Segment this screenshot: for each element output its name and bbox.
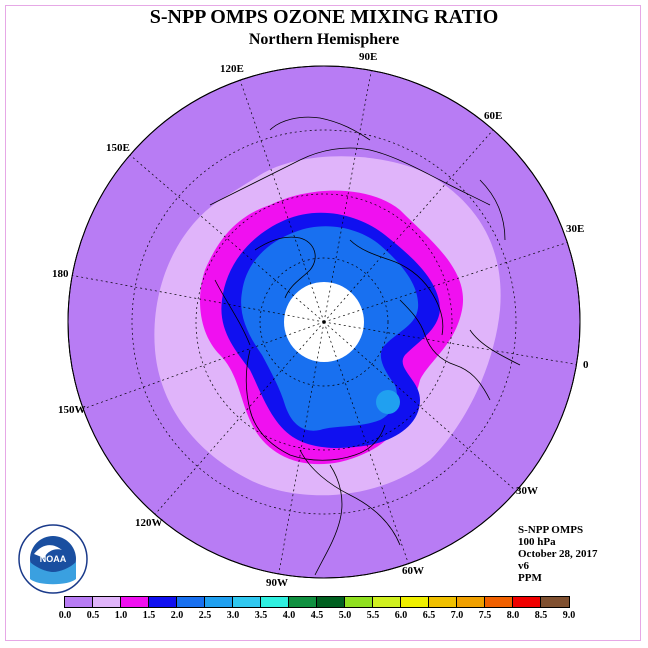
colorbar-tick-label: 9.0 (562, 610, 576, 621)
colorbar-cell (373, 597, 401, 607)
colorbar-cell (401, 597, 429, 607)
colorbar-tick-label: 2.0 (170, 610, 184, 621)
info-date: October 28, 2017 (518, 548, 598, 560)
plot-frame (5, 5, 641, 641)
colorbar-cell (345, 597, 373, 607)
lon-label-120w: 120W (135, 517, 163, 529)
colorbar-cell (513, 597, 541, 607)
colorbar-tick-label: 8.0 (506, 610, 520, 621)
colorbar-tick-label: 1.5 (142, 610, 156, 621)
colorbar-cell (429, 597, 457, 607)
colorbar-tick-label: 5.0 (338, 610, 352, 621)
colorbar-cell (149, 597, 177, 607)
lon-label-60w: 60W (402, 565, 424, 577)
colorbar-tick-label: 3.5 (254, 610, 268, 621)
map-subtitle: Northern Hemisphere (248, 31, 400, 48)
lon-label-30w: 30W (516, 485, 538, 497)
logo-text: NOAA (40, 554, 67, 564)
colorbar-cell (289, 597, 317, 607)
lon-label-90e: 90E (359, 51, 378, 63)
lon-label-0: 0 (583, 359, 589, 371)
colorbar-cell (93, 597, 121, 607)
colorbar-cell (177, 597, 205, 607)
lon-label-120e: 120E (220, 63, 244, 75)
coastlines (209, 116, 521, 576)
colorbar-cell (541, 597, 569, 607)
colorbar-tick-label: 6.0 (394, 610, 408, 621)
colorbar-tick-label: 5.5 (366, 610, 380, 621)
lon-label-180: 180 (52, 268, 69, 280)
lon-label-90w: 90W (266, 577, 288, 589)
colorbar (64, 596, 570, 608)
colorbar-cell (317, 597, 345, 607)
colorbar-tick-label: 7.0 (450, 610, 464, 621)
lon-label-60e: 60E (484, 110, 503, 122)
ozone-local-max (376, 390, 400, 414)
colorbar-tick-label: 2.5 (198, 610, 212, 621)
colorbar-cell (485, 597, 513, 607)
graticule (69, 66, 580, 578)
info-block: S-NPP OMPS 100 hPa October 28, 2017 v6 P… (518, 524, 598, 584)
colorbar-tick-label: 7.5 (478, 610, 492, 621)
lon-label-150w: 150W (58, 404, 86, 416)
colorbar-cell (65, 597, 93, 607)
colorbar-cell (457, 597, 485, 607)
map-title: S-NPP OMPS OZONE MIXING RATIO (149, 6, 499, 28)
colorbar-tick-label: 6.5 (422, 610, 436, 621)
colorbar-tick-label: 4.0 (282, 610, 296, 621)
colorbar-tick-label: 8.5 (534, 610, 548, 621)
colorbar-tick-label: 0.5 (86, 610, 100, 621)
colorbar-tick-label: 0.0 (58, 610, 72, 621)
noaa-logo-icon: NOAA (18, 524, 88, 594)
colorbar-tick-label: 3.0 (226, 610, 240, 621)
colorbar-ticks: 0.0 0.5 1.0 1.5 2.0 2.5 3.0 3.5 4.0 4.5 5.0 5.5 6.0 6… (0, 610, 648, 624)
info-version: v6 (518, 560, 529, 572)
colorbar-cell (205, 597, 233, 607)
colorbar-cell (233, 597, 261, 607)
colorbar-tick-label: 4.5 (310, 610, 324, 621)
colorbar-tick-label: 1.0 (114, 610, 128, 621)
info-level: 100 hPa (518, 536, 556, 548)
colorbar-cell (261, 597, 289, 607)
lon-label-150e: 150E (106, 142, 130, 154)
info-units: PPM (518, 572, 542, 584)
colorbar-cell (121, 597, 149, 607)
lon-label-30e: 30E (566, 223, 585, 235)
info-instrument: S-NPP OMPS (518, 524, 584, 536)
